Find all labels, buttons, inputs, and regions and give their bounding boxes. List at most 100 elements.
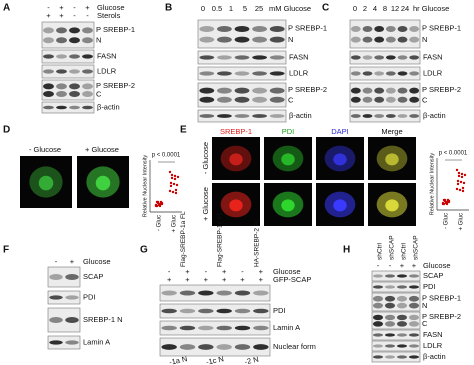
- blot-band: [179, 325, 196, 331]
- dot: [171, 190, 175, 194]
- condition-sign: +: [204, 275, 209, 284]
- dot: [460, 175, 464, 179]
- dot: [175, 183, 179, 187]
- blot-band: [385, 36, 396, 43]
- dot: [160, 201, 164, 205]
- blot-label: SREBP-2: [429, 312, 461, 321]
- blot-band: [43, 91, 54, 97]
- band-form: P: [96, 81, 101, 90]
- dose: 2: [363, 4, 367, 13]
- blot-band: [374, 55, 385, 60]
- shrna-label: shCtrl: [401, 242, 408, 260]
- dot: [170, 176, 174, 180]
- blot-strip: [47, 335, 81, 350]
- condition-sign: +: [185, 275, 190, 284]
- blot-band: [252, 71, 267, 76]
- panel-letter: G: [140, 245, 148, 256]
- blot-band: [234, 87, 250, 94]
- blot-label: FASN: [423, 330, 443, 339]
- blot-band: [234, 114, 250, 118]
- blot-band: [252, 114, 267, 118]
- dot: [456, 182, 460, 186]
- construct-label: HA-SREBP-2 FL: [253, 218, 260, 267]
- blot-band: [384, 274, 396, 278]
- form-label: -1c N: [205, 354, 224, 365]
- nucleus: [385, 153, 399, 166]
- channel-label: Merge: [381, 127, 402, 136]
- dose-unit: hr Glucose: [413, 4, 449, 13]
- blot-strip: [41, 64, 95, 79]
- blot-strip: [349, 109, 421, 123]
- blot-band: [56, 105, 67, 110]
- blot-band: [69, 105, 80, 110]
- blot-band: [217, 71, 232, 76]
- condition-sign: +: [222, 267, 227, 276]
- blot-band: [396, 274, 408, 278]
- dot: [174, 191, 178, 195]
- blot-strip: [41, 49, 95, 64]
- panel-letter: C: [322, 3, 329, 14]
- blot-band: [374, 71, 385, 76]
- condition-sign: +: [85, 3, 90, 12]
- blot-label: SREBP-1: [295, 23, 327, 32]
- blot-band: [269, 87, 285, 94]
- blot-band: [397, 55, 408, 60]
- blot-band: [234, 36, 250, 43]
- blot-band: [217, 87, 232, 94]
- dot: [460, 172, 464, 176]
- blot-band: [269, 96, 285, 103]
- blot-band: [374, 25, 385, 32]
- blot-band: [234, 71, 250, 76]
- blot-band: [65, 340, 79, 345]
- blot-band: [397, 114, 408, 118]
- blot-label: FASN: [423, 52, 443, 61]
- blot-label: PDI: [273, 306, 286, 315]
- blot-band: [56, 37, 67, 44]
- blot-label: Nuclear form: [273, 342, 316, 351]
- condition-sign: +: [259, 275, 264, 284]
- dot: [447, 199, 451, 203]
- band-form: N: [288, 35, 293, 44]
- blot-band: [374, 96, 385, 103]
- condition-sign: +: [59, 11, 64, 20]
- blot-band: [69, 69, 80, 74]
- blot-band: [217, 36, 232, 43]
- blot-strip: [47, 266, 81, 288]
- blot-band: [362, 96, 373, 103]
- channel-label: SREBP-1: [220, 127, 252, 136]
- blot-band: [397, 96, 408, 103]
- blot-strip: [371, 270, 421, 282]
- band-form: N: [422, 301, 427, 310]
- blot-band: [69, 27, 80, 34]
- blot-band: [69, 37, 80, 44]
- blot-band: [179, 344, 196, 350]
- blot-band: [198, 344, 214, 350]
- blot-band: [372, 274, 384, 278]
- shrna-label: shSCAP: [413, 235, 420, 260]
- p-value: p < 0.0001: [152, 153, 181, 159]
- blot-strip: [197, 66, 287, 81]
- blot-band: [396, 333, 408, 337]
- blot-strip: [197, 19, 287, 49]
- blot-band: [216, 344, 232, 350]
- condition-sign: +: [412, 261, 417, 270]
- condition-sign: -: [73, 11, 76, 20]
- blot-band: [253, 290, 269, 296]
- blot-band: [43, 105, 54, 110]
- blot-band: [409, 25, 420, 32]
- condition-sign: +: [167, 275, 172, 284]
- blot-band: [234, 25, 250, 32]
- condition-name: GFP-SCAP: [273, 275, 311, 284]
- condition-name: Glucose: [83, 257, 111, 266]
- blot-band: [199, 36, 215, 43]
- blot-band: [217, 25, 232, 32]
- blot-band: [374, 87, 385, 94]
- blot-label: PDI: [423, 282, 436, 291]
- blot-band: [372, 321, 384, 327]
- blot-band: [372, 302, 384, 309]
- blot-band: [385, 71, 396, 76]
- blot-band: [396, 344, 408, 348]
- blot-band: [385, 114, 396, 118]
- group-label: - Gluc: [444, 213, 450, 229]
- dot: [458, 188, 462, 192]
